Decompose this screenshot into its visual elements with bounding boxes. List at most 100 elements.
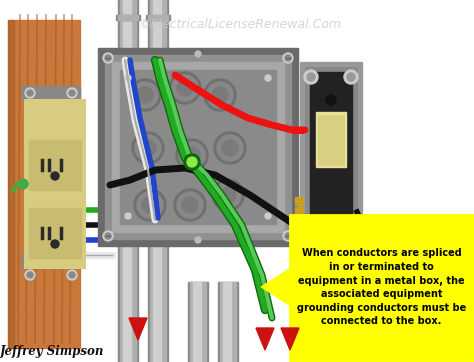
Bar: [295, 217, 303, 225]
Bar: [150, 0, 166, 60]
Bar: [98, 48, 298, 246]
Circle shape: [27, 90, 33, 96]
Polygon shape: [281, 328, 299, 350]
Bar: [190, 282, 206, 362]
Circle shape: [265, 75, 271, 81]
Bar: [123, 0, 131, 60]
Circle shape: [103, 231, 113, 241]
Circle shape: [169, 72, 201, 104]
Bar: [105, 55, 291, 239]
Circle shape: [195, 51, 201, 57]
Circle shape: [125, 75, 131, 81]
Circle shape: [348, 229, 354, 235]
Circle shape: [177, 192, 203, 218]
Bar: [318, 115, 344, 165]
Circle shape: [67, 270, 77, 280]
Circle shape: [125, 213, 131, 219]
Bar: [188, 282, 208, 362]
Circle shape: [129, 79, 161, 111]
Circle shape: [182, 197, 198, 213]
Bar: [148, 15, 168, 20]
Bar: [29, 208, 81, 258]
Bar: [150, 240, 166, 362]
Circle shape: [25, 270, 35, 280]
Bar: [29, 140, 81, 190]
Circle shape: [25, 88, 35, 98]
Circle shape: [285, 55, 291, 61]
Bar: [316, 112, 346, 167]
Circle shape: [132, 82, 158, 108]
Bar: [120, 240, 136, 362]
Bar: [8, 20, 14, 348]
Bar: [120, 0, 136, 60]
Circle shape: [217, 135, 243, 161]
Circle shape: [215, 182, 241, 208]
Circle shape: [179, 142, 205, 168]
Circle shape: [187, 157, 197, 167]
Bar: [148, 240, 168, 362]
Circle shape: [105, 55, 111, 61]
Circle shape: [18, 179, 28, 189]
Circle shape: [344, 70, 358, 84]
Bar: [120, 70, 276, 224]
Circle shape: [174, 189, 206, 221]
Circle shape: [308, 229, 314, 235]
Circle shape: [51, 240, 59, 248]
Bar: [223, 282, 231, 362]
Polygon shape: [256, 328, 274, 350]
Circle shape: [177, 80, 193, 96]
Bar: [218, 282, 238, 362]
Circle shape: [184, 147, 200, 163]
Bar: [22, 254, 80, 268]
Bar: [118, 15, 138, 20]
Circle shape: [132, 132, 164, 164]
Bar: [193, 282, 201, 362]
Circle shape: [212, 179, 244, 211]
Circle shape: [304, 70, 318, 84]
Circle shape: [134, 189, 166, 221]
Bar: [295, 197, 303, 205]
Circle shape: [207, 82, 233, 108]
Circle shape: [137, 87, 153, 103]
Circle shape: [285, 233, 291, 239]
Bar: [310, 72, 352, 237]
Circle shape: [176, 139, 208, 171]
Circle shape: [214, 132, 246, 164]
Bar: [123, 240, 131, 362]
Circle shape: [345, 226, 357, 238]
Circle shape: [27, 272, 33, 278]
Circle shape: [195, 237, 201, 243]
Circle shape: [347, 73, 355, 81]
Circle shape: [204, 79, 236, 111]
Bar: [220, 282, 236, 362]
Circle shape: [307, 73, 315, 81]
Circle shape: [222, 140, 238, 156]
Bar: [290, 215, 473, 360]
Bar: [8, 20, 80, 348]
Circle shape: [283, 231, 293, 241]
Text: Jeffrey Simpson: Jeffrey Simpson: [0, 345, 104, 358]
Circle shape: [67, 88, 77, 98]
Circle shape: [326, 95, 336, 105]
Circle shape: [137, 192, 163, 218]
Circle shape: [103, 53, 113, 63]
Bar: [25, 100, 85, 268]
Circle shape: [305, 226, 317, 238]
Circle shape: [283, 53, 293, 63]
Text: When conductors are spliced
in or terminated to
equipment in a metal box, the
as: When conductors are spliced in or termin…: [297, 248, 466, 327]
Circle shape: [135, 135, 161, 161]
Polygon shape: [262, 269, 290, 305]
Bar: [300, 62, 362, 247]
Bar: [305, 67, 357, 242]
Circle shape: [69, 90, 75, 96]
Circle shape: [69, 272, 75, 278]
Circle shape: [51, 172, 59, 180]
Circle shape: [212, 87, 228, 103]
Bar: [118, 240, 138, 362]
Circle shape: [105, 233, 111, 239]
Bar: [112, 62, 284, 232]
Bar: [118, 0, 138, 60]
Bar: [146, 15, 170, 20]
Circle shape: [184, 154, 200, 170]
Polygon shape: [129, 318, 147, 340]
